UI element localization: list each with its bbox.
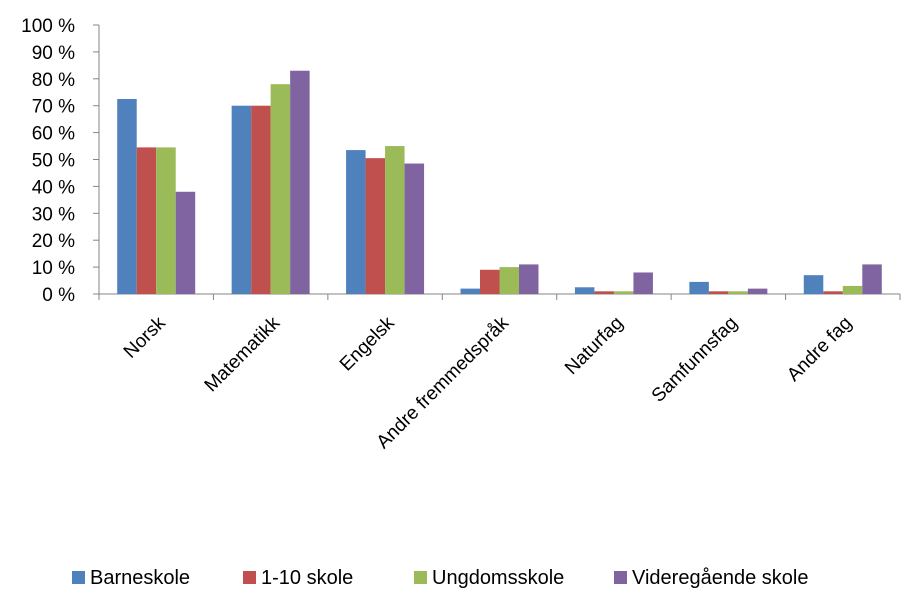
bar [270, 84, 291, 295]
bar [480, 269, 500, 294]
bar [231, 105, 252, 294]
y-tick-label: 40 % [32, 177, 75, 198]
legend-label: 1-10 skole [261, 567, 353, 589]
bar [613, 291, 634, 294]
x-category-label: Norsk [120, 312, 170, 362]
bar [404, 163, 425, 294]
bar [117, 98, 137, 294]
bar [385, 146, 405, 294]
legend: Barneskole 1-10 skole Ungdomsskole Videregå… [72, 567, 808, 589]
y-tick-label: 90 % [32, 43, 75, 64]
bar [594, 291, 614, 294]
axes [98, 25, 901, 300]
bar [346, 150, 366, 294]
y-tick-label: 70 % [32, 97, 75, 118]
bar [823, 291, 843, 294]
bar [633, 272, 653, 294]
legend-swatch [614, 571, 627, 584]
y-tick-label: 0 % [42, 285, 75, 306]
bars [117, 70, 882, 295]
bar [842, 285, 863, 294]
bar [747, 288, 768, 294]
bar [365, 158, 386, 294]
bar [136, 147, 157, 294]
y-tick-label: 60 % [32, 124, 75, 145]
y-tick-label: 100 % [21, 16, 75, 37]
bar [728, 291, 748, 294]
bar [175, 191, 196, 294]
x-category-label: Andre fremmedspråk [373, 312, 514, 453]
x-category-label: Matematikk [201, 312, 285, 396]
x-category-label: Andre fag [783, 313, 856, 386]
y-tick-label: 10 % [32, 258, 75, 279]
legend-swatch [72, 571, 85, 584]
bar [708, 291, 729, 294]
bar [290, 70, 310, 294]
legend-swatch [414, 571, 427, 584]
x-category-label: Samfunnsfag [648, 313, 742, 407]
legend-label: Ungdomsskole [432, 567, 564, 589]
bar [689, 281, 709, 294]
y-tick-label: 20 % [32, 231, 75, 252]
x-category-label: Naturfag [561, 313, 627, 379]
bar [156, 147, 176, 294]
legend-label: Barneskole [90, 567, 190, 589]
y-tick-label: 30 % [32, 204, 75, 225]
x-category-label: Engelsk [336, 312, 399, 375]
y-tick-label: 50 % [32, 151, 75, 172]
legend-swatch [243, 571, 256, 584]
bar [460, 288, 480, 294]
legend-label: Videregående skole [632, 567, 808, 589]
bar [519, 264, 539, 294]
y-tick-label: 80 % [32, 70, 75, 91]
y-axis-ticks: 0 % 10 % 20 % 30 % 40 % 50 % 60 % 70 % 80 % 90 % 1… [21, 16, 99, 306]
bar [803, 275, 824, 294]
bar [499, 267, 519, 294]
bar [574, 287, 595, 294]
bar [251, 105, 271, 294]
bar [862, 264, 882, 294]
